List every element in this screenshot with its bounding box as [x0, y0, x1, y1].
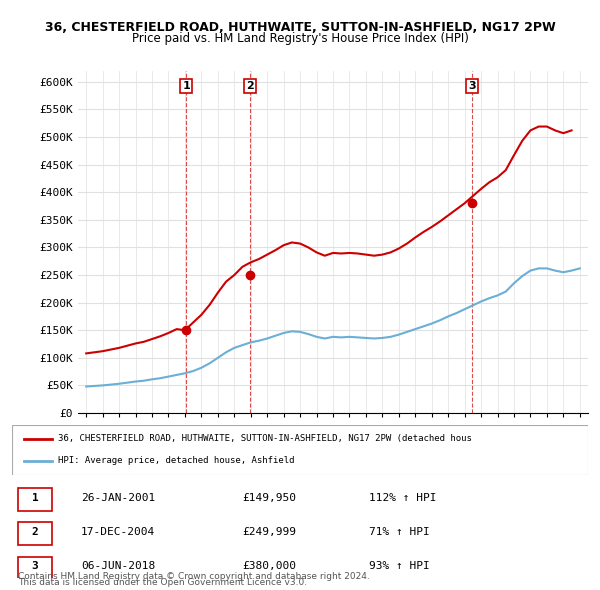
Text: Contains HM Land Registry data © Crown copyright and database right 2024.: Contains HM Land Registry data © Crown c…	[18, 572, 370, 581]
Text: Price paid vs. HM Land Registry's House Price Index (HPI): Price paid vs. HM Land Registry's House …	[131, 32, 469, 45]
Text: 112% ↑ HPI: 112% ↑ HPI	[369, 493, 437, 503]
Text: £380,000: £380,000	[242, 561, 296, 571]
Text: £249,999: £249,999	[242, 527, 296, 537]
Text: 06-JUN-2018: 06-JUN-2018	[81, 561, 155, 571]
FancyBboxPatch shape	[18, 489, 52, 511]
Text: 2: 2	[32, 527, 38, 537]
Text: 17-DEC-2004: 17-DEC-2004	[81, 527, 155, 537]
FancyBboxPatch shape	[18, 556, 52, 579]
Text: 3: 3	[468, 81, 475, 91]
Text: This data is licensed under the Open Government Licence v3.0.: This data is licensed under the Open Gov…	[18, 578, 307, 587]
Text: 36, CHESTERFIELD ROAD, HUTHWAITE, SUTTON-IN-ASHFIELD, NG17 2PW: 36, CHESTERFIELD ROAD, HUTHWAITE, SUTTON…	[44, 21, 556, 34]
Text: HPI: Average price, detached house, Ashfield: HPI: Average price, detached house, Ashf…	[58, 457, 295, 466]
Text: 26-JAN-2001: 26-JAN-2001	[81, 493, 155, 503]
FancyBboxPatch shape	[18, 523, 52, 545]
Text: £149,950: £149,950	[242, 493, 296, 503]
Text: 3: 3	[32, 561, 38, 571]
FancyBboxPatch shape	[12, 425, 588, 475]
Text: 2: 2	[246, 81, 254, 91]
Text: 1: 1	[182, 81, 190, 91]
Text: 36, CHESTERFIELD ROAD, HUTHWAITE, SUTTON-IN-ASHFIELD, NG17 2PW (detached hous: 36, CHESTERFIELD ROAD, HUTHWAITE, SUTTON…	[58, 434, 472, 443]
Text: 93% ↑ HPI: 93% ↑ HPI	[369, 561, 430, 571]
Text: 1: 1	[32, 493, 38, 503]
Text: 71% ↑ HPI: 71% ↑ HPI	[369, 527, 430, 537]
